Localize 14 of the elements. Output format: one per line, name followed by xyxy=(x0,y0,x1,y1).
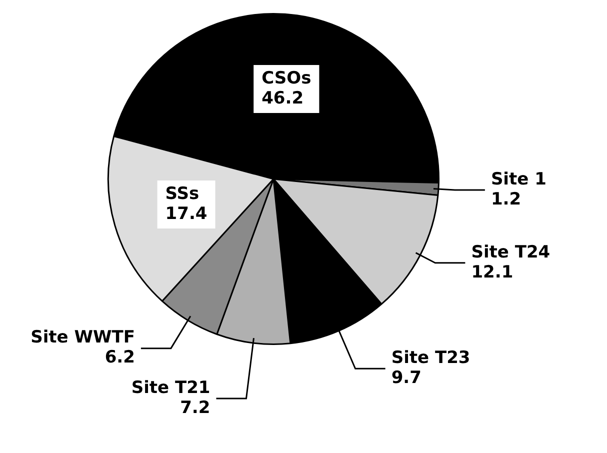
data-label: 12.1 xyxy=(471,262,514,282)
slice-label: Site T24 xyxy=(471,242,550,262)
data-label: 17.4 xyxy=(165,204,208,224)
data-label: 46.2 xyxy=(262,88,304,108)
slice-label: Site WWTF xyxy=(30,328,135,348)
slice-label: Site T21 xyxy=(131,378,210,398)
data-label: 1.2 xyxy=(490,189,522,210)
data-label: 9.7 xyxy=(391,368,422,388)
slice-label: Site 1 xyxy=(490,169,546,190)
data-label: 6.2 xyxy=(104,348,135,368)
slice-label: CSOs xyxy=(262,68,312,88)
slice-label: Site T23 xyxy=(391,348,470,368)
slice-label: SSs xyxy=(165,184,200,204)
data-label: 7.2 xyxy=(180,398,210,418)
